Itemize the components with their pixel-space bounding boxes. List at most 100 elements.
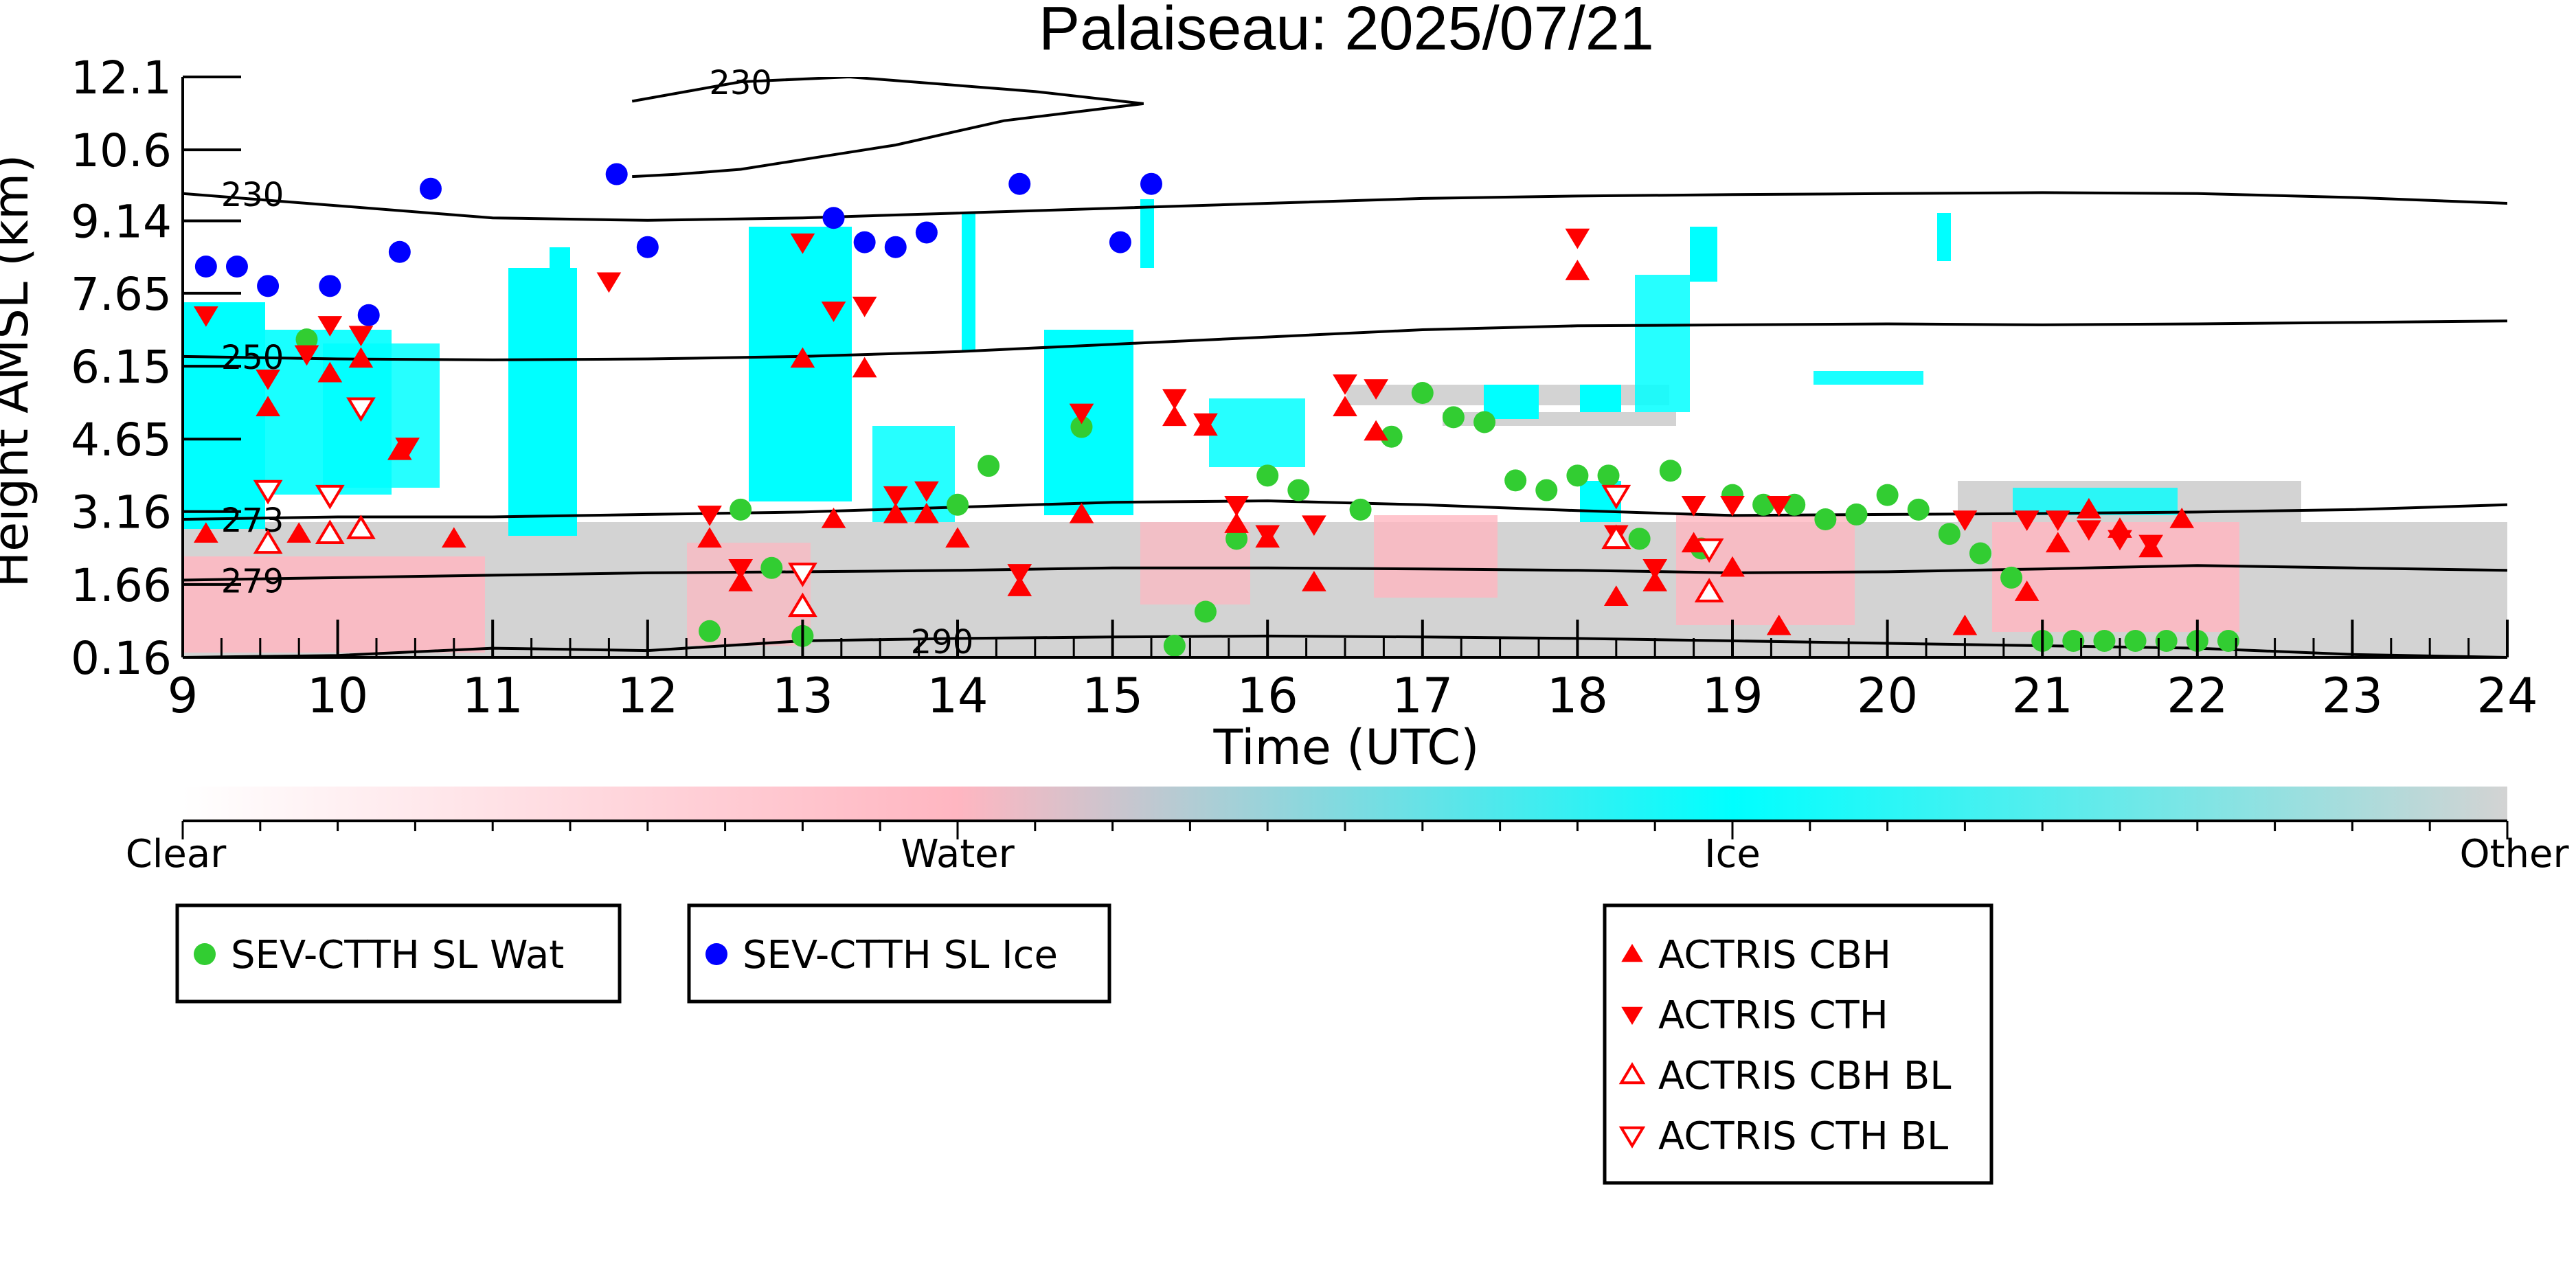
marker-point [1287, 479, 1310, 501]
marker-point [1766, 496, 1792, 517]
marker-point [1565, 228, 1590, 249]
legend-label: SEV-CTTH SL Ice [743, 933, 1058, 978]
marker-point [788, 592, 817, 618]
marker-point [253, 529, 283, 554]
legend-marker [1621, 944, 1643, 962]
marker-point [596, 272, 622, 293]
y-tick-label: 9.14 [71, 195, 172, 248]
marker-point [1333, 374, 1357, 395]
legend-box-actris [1603, 903, 1993, 1185]
y-tick-label: 7.65 [71, 268, 172, 321]
colorbar-label: Clear [126, 832, 227, 877]
marker-point [1008, 172, 1031, 195]
legend-marker [1618, 1062, 1646, 1085]
marker-point [346, 397, 376, 422]
marker-point [1007, 564, 1032, 585]
marker-point [419, 177, 442, 200]
x-tick-label: 21 [2012, 668, 2073, 724]
marker-point [388, 240, 411, 263]
marker-point [1504, 469, 1527, 492]
colorbar-label: Water [901, 832, 1015, 877]
marker-point [1969, 542, 1991, 565]
marker-point [1302, 515, 1326, 536]
marker-point [2217, 629, 2239, 652]
marker-point [1069, 403, 1094, 425]
legend-box-sev-ice [687, 903, 1111, 1004]
marker-point [728, 571, 754, 591]
x-tick-label: 17 [1392, 668, 1453, 724]
marker-point [1814, 508, 1837, 531]
marker-point [945, 527, 970, 548]
marker-point [1140, 172, 1162, 195]
y-tick-label: 12.1 [71, 52, 172, 104]
marker-point [317, 361, 343, 383]
marker-point [1938, 523, 1961, 545]
marker-point [760, 556, 783, 579]
marker-point [2108, 530, 2132, 551]
marker-point [286, 522, 312, 543]
marker-point [1720, 496, 1745, 517]
marker-point [1565, 260, 1590, 280]
marker-point [2155, 629, 2178, 652]
marker-point [317, 316, 343, 337]
marker-point [1349, 498, 1372, 521]
marker-point [2045, 532, 2070, 553]
marker-point [1302, 571, 1326, 591]
y-tick-label: 10.6 [71, 124, 172, 177]
contour-label: 290 [911, 623, 974, 662]
legend-label: SEV-CTTH SL Wat [231, 933, 564, 978]
marker-point [1193, 413, 1218, 434]
marker-point [319, 275, 341, 297]
marker-point [2014, 580, 2040, 601]
x-ticks: 9 10 11 12 13 14 15 16 17 18 19 20 21 22 23 24 [168, 620, 2538, 724]
x-tick-label: 15 [1082, 668, 1143, 724]
legends: SEV-CTTH SL Wat SEV-CTTH SL Ice ACTRIS CBH… [175, 903, 1993, 1185]
marker-point [357, 304, 380, 326]
marker-point [1163, 635, 1186, 657]
marker-point [2045, 510, 2070, 532]
x-tick-label: 14 [927, 668, 988, 724]
contour-label: 279 [221, 562, 284, 600]
marker-point [2062, 629, 2085, 652]
marker-point [2014, 510, 2040, 532]
marker-point [346, 515, 376, 539]
marker-point [2124, 629, 2147, 652]
x-tick-label: 10 [307, 668, 368, 724]
marker-point [852, 357, 877, 378]
x-tick-label: 22 [2167, 668, 2228, 724]
marker-point [2169, 508, 2195, 528]
temperature-contours [183, 77, 2507, 657]
marker-point [947, 493, 969, 516]
contour-line [183, 319, 2507, 361]
contour-line [183, 499, 2507, 521]
contour-label: 230 [221, 176, 284, 214]
marker-point [915, 221, 938, 244]
marker-point [1597, 464, 1620, 487]
contour-line [631, 77, 1144, 179]
chart-title: Palaiseau: 2025/07/21 [1039, 0, 1654, 63]
contour-line [183, 564, 2507, 582]
marker-point [1364, 379, 1388, 400]
marker-point [294, 345, 319, 366]
marker-point [1442, 406, 1465, 429]
marker-point [2000, 566, 2023, 589]
marker-point [1642, 571, 1668, 591]
colorbar-label: Other [2459, 832, 2569, 877]
marker-point [1952, 614, 1978, 635]
marker-point [914, 502, 939, 523]
marker-point [253, 479, 283, 505]
marker-point [821, 301, 846, 322]
colorbar: Clear Water Ice Other [126, 787, 2569, 877]
marker-point [728, 559, 754, 580]
marker-point [884, 236, 907, 258]
x-tick-label: 24 [2476, 668, 2538, 724]
marker-point [1907, 498, 1930, 521]
marker-point [730, 498, 752, 521]
y-tick-label: 3.16 [71, 486, 172, 539]
marker-point [315, 519, 345, 544]
marker-point [1601, 524, 1631, 550]
contour-line [183, 191, 2507, 222]
marker-point [636, 236, 659, 258]
legend-label: ACTRIS CTH [1658, 993, 1888, 1038]
